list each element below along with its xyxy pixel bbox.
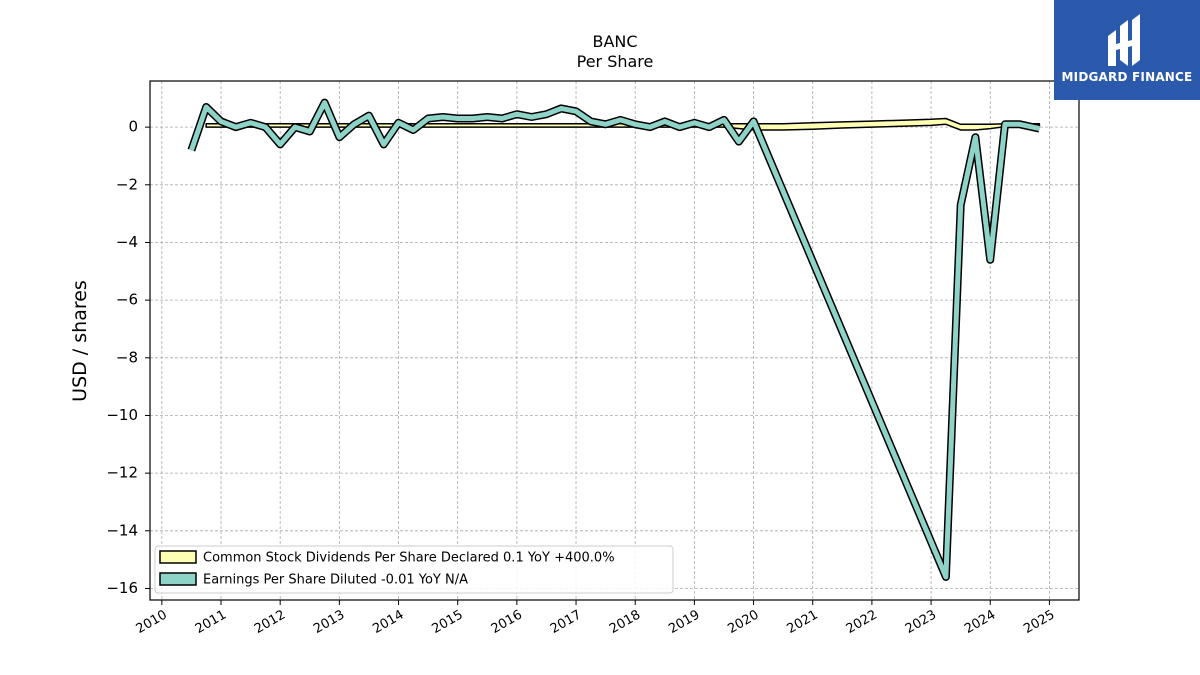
y-tick-label: 0 xyxy=(128,118,138,136)
plot-frame xyxy=(149,80,1080,601)
midgard-logo-icon xyxy=(1108,14,1140,66)
x-tick-label: 2016 xyxy=(489,607,525,637)
x-tick-label: 2020 xyxy=(725,607,761,637)
y-tick-label: −6 xyxy=(116,291,138,309)
y-tick-label: −16 xyxy=(106,579,138,597)
series-layer xyxy=(187,98,1041,581)
x-tick-label: 2017 xyxy=(548,607,584,637)
x-tick-label: 2019 xyxy=(666,607,702,637)
y-axis-label: USD / shares xyxy=(69,280,91,402)
x-tick-label: 2021 xyxy=(785,607,821,637)
legend-swatch-dividends xyxy=(159,550,197,564)
x-tick-label: 2011 xyxy=(193,607,229,637)
legend-swatch-eps xyxy=(159,572,197,586)
x-tick-label: 2022 xyxy=(844,607,880,637)
y-tick-label: −4 xyxy=(116,233,138,251)
legend: Common Stock Dividends Per Share Declare… xyxy=(154,545,674,594)
y-tick-label: −12 xyxy=(106,464,138,482)
brand-logo: MIDGARD FINANCE xyxy=(1054,0,1200,100)
legend-entry-eps: Earnings Per Share Diluted -0.01 YoY N/A xyxy=(203,573,468,588)
brand-name: MIDGARD FINANCE xyxy=(1061,70,1193,84)
x-tick-label: 2010 xyxy=(134,607,170,637)
chart-title: BANC xyxy=(592,32,637,51)
x-tick-label: 2015 xyxy=(430,607,466,637)
series-eps-line xyxy=(189,100,1040,580)
grid xyxy=(150,81,1079,600)
chart-subtitle: Per Share xyxy=(577,52,654,71)
legend-entry-dividends: Common Stock Dividends Per Share Declare… xyxy=(203,551,615,566)
y-tick-label: −2 xyxy=(116,175,138,193)
x-tick-label: 2013 xyxy=(311,607,347,637)
y-tick-label: −14 xyxy=(106,521,138,539)
y-tick-label: −8 xyxy=(116,348,138,366)
legend-box xyxy=(154,545,674,594)
x-tick-label: 2014 xyxy=(370,607,406,637)
series-eps-outline xyxy=(187,98,1041,581)
x-tick-label: 2018 xyxy=(607,607,643,637)
x-tick-label: 2023 xyxy=(903,607,939,637)
x-tick-label: 2025 xyxy=(1021,607,1057,637)
x-tick-label: 2012 xyxy=(252,607,288,637)
x-tick-label: 2024 xyxy=(962,607,998,637)
y-tick-label: −10 xyxy=(106,406,138,424)
